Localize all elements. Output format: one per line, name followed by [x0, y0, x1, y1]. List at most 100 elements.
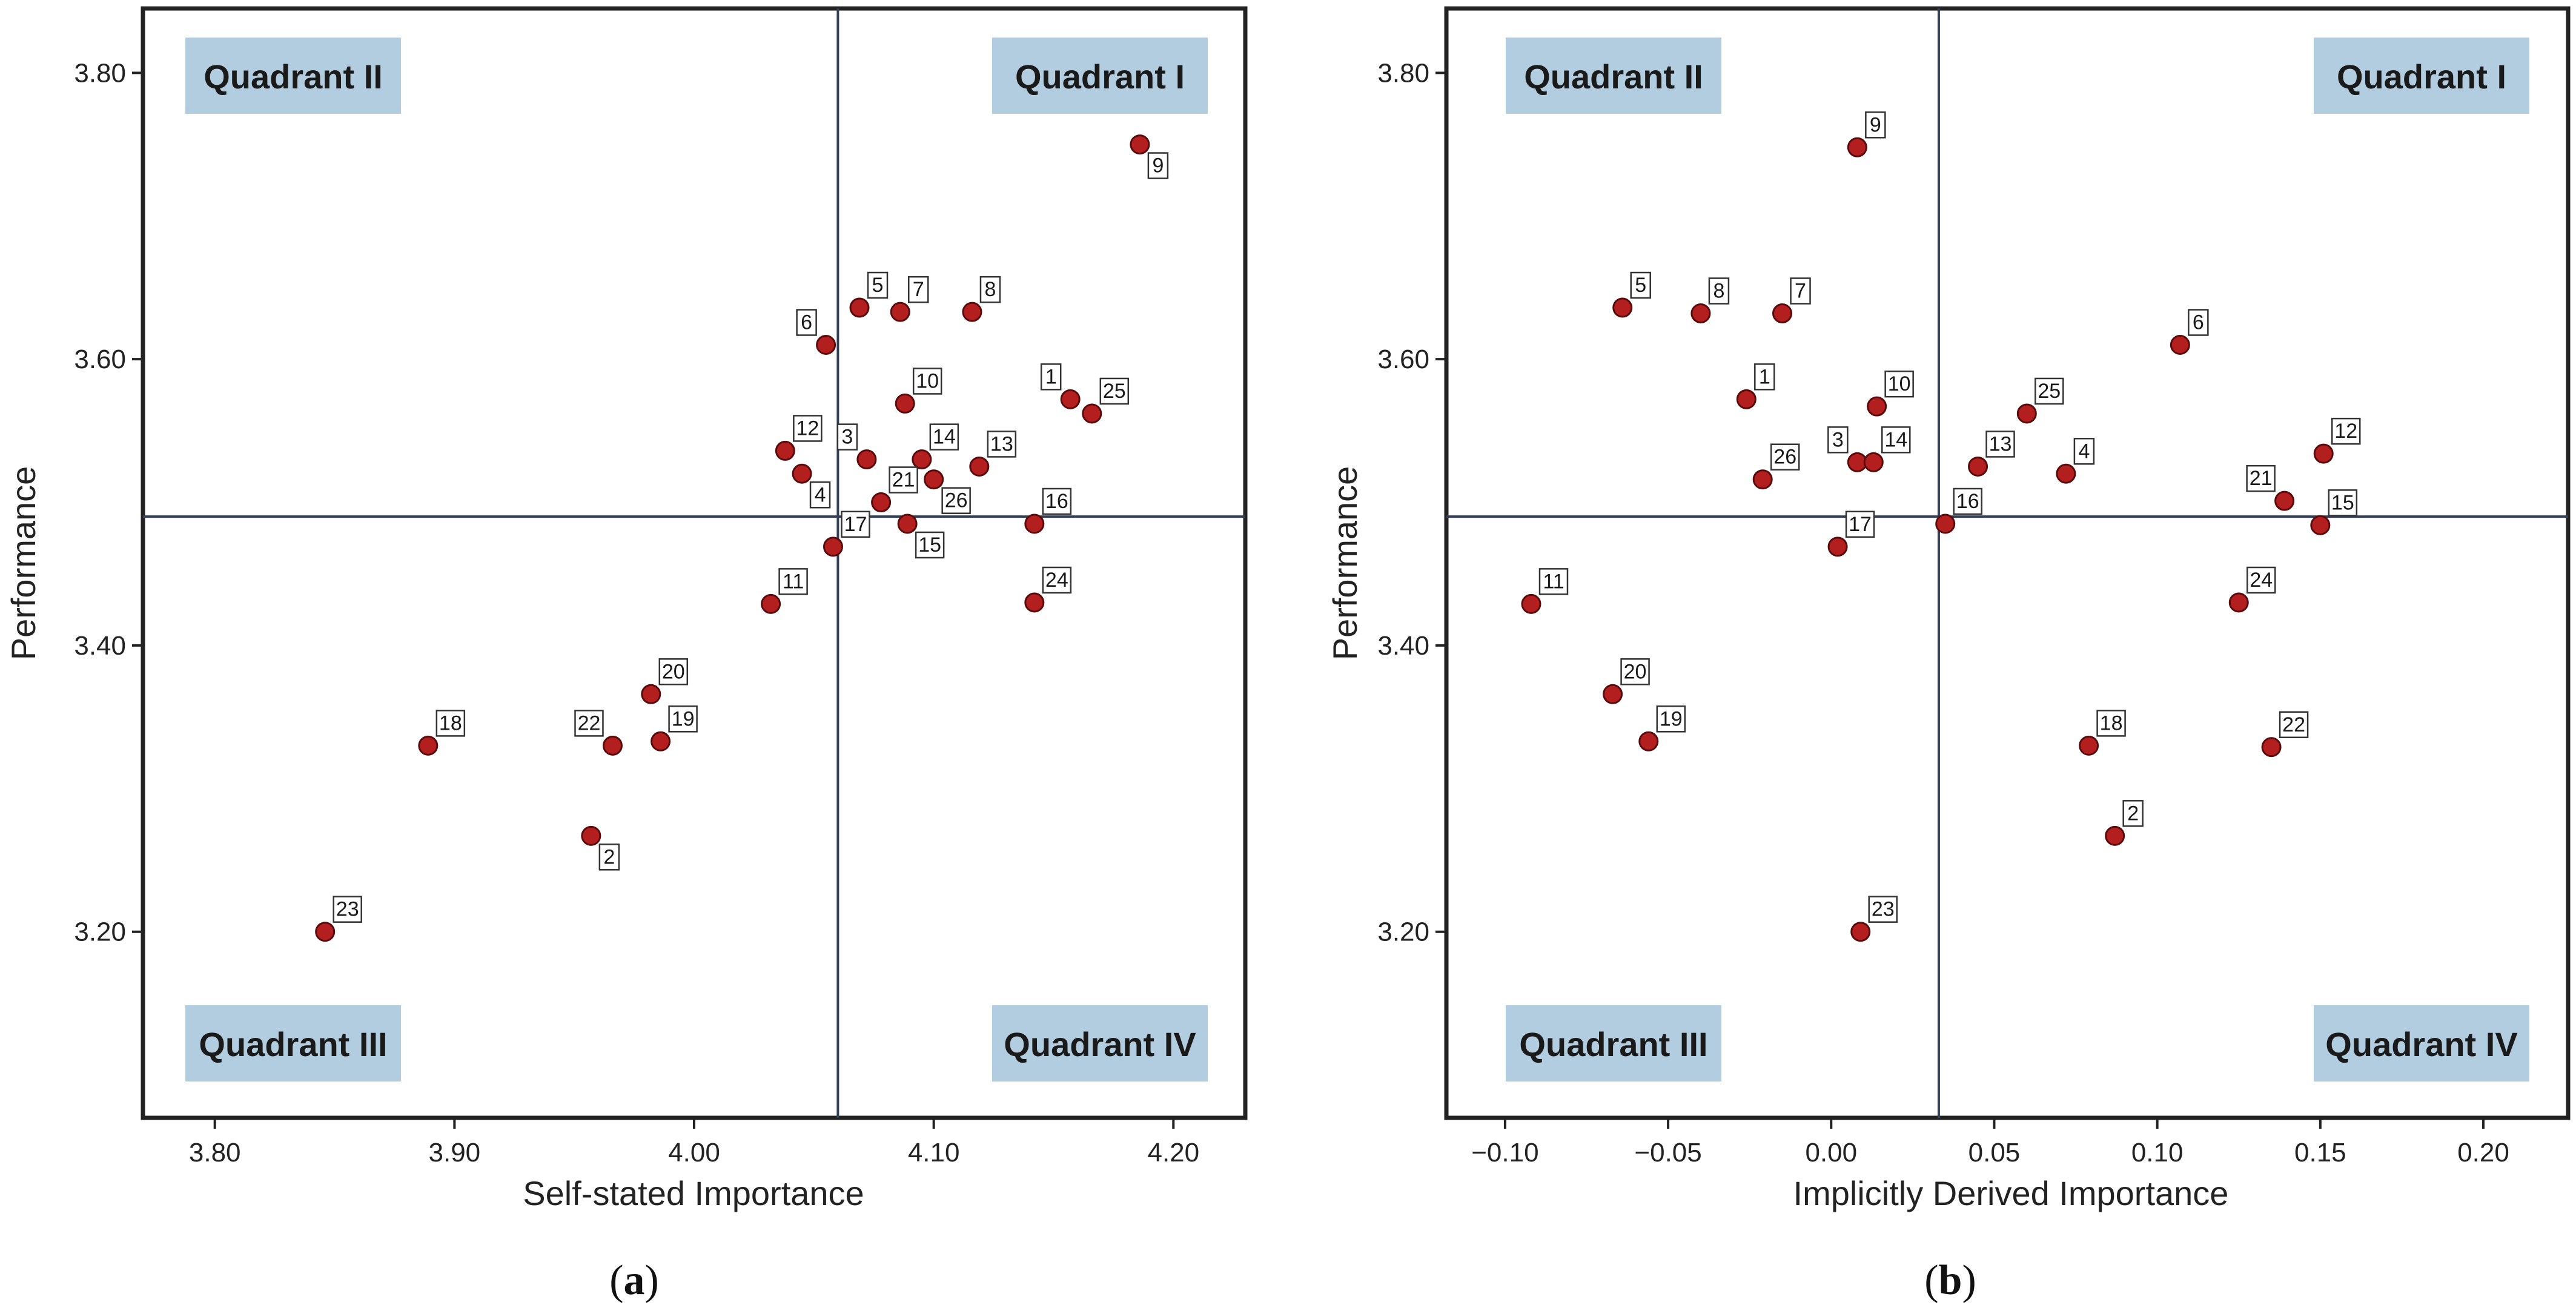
x-tick-label: 0.00 [1805, 1138, 1857, 1167]
point-marker [2170, 335, 2190, 355]
quadrant-box-i-b: Quadrant I [2314, 38, 2529, 114]
point-label: 18 [439, 712, 462, 735]
point-label-box [1865, 111, 1886, 139]
x-tick-label: −0.10 [1471, 1138, 1538, 1167]
point-label: 26 [1773, 446, 1796, 469]
data-point: 9 [1130, 134, 1169, 179]
data-point: 10 [1867, 370, 1914, 417]
point-marker [924, 469, 944, 490]
panel-tag-b: (b) [1924, 1257, 1976, 1304]
data-point: 12 [2313, 417, 2361, 464]
point-label-box [574, 710, 604, 737]
panel-tag-a: (a) [609, 1257, 659, 1304]
point-marker [581, 825, 601, 846]
point-label: 12 [2334, 420, 2357, 443]
point-label: 11 [783, 570, 804, 593]
point-label-box [2279, 711, 2309, 739]
svg-text:(a): (a) [609, 1257, 659, 1304]
quadrant-label-iii-a: Quadrant III [199, 1025, 387, 1063]
point-label: 13 [1989, 432, 2012, 455]
data-point: 6 [2170, 309, 2209, 355]
x-tick-label: 4.00 [668, 1138, 720, 1167]
data-point: 25 [1082, 377, 1130, 424]
point-marker [2105, 825, 2125, 846]
point-label-box [333, 896, 362, 923]
svg-text:(b): (b) [1924, 1257, 1976, 1304]
data-point: 8 [1690, 277, 1730, 324]
point-label: 22 [578, 712, 601, 735]
point-marker [315, 922, 336, 942]
point-marker [895, 393, 915, 414]
point-label-box [809, 481, 831, 509]
x-axis-title-b: Implicitly Derived Importance [1793, 1174, 2229, 1212]
plot-frame-b [1444, 6, 2571, 1120]
quadrant-box-ii-a: Quadrant II [185, 38, 401, 114]
quadrant-box-i-a: Quadrant I [992, 38, 1208, 114]
y-tick-label: 3.20 [74, 917, 126, 947]
point-marker [962, 302, 982, 322]
quadrant-box-iii-a: Quadrant III [185, 1005, 401, 1081]
plot-frame-a [141, 6, 1248, 1120]
data-point: 5 [849, 271, 889, 318]
point-marker [1638, 731, 1659, 751]
data-point: 18 [418, 710, 466, 756]
point-label-box [908, 276, 929, 303]
point-marker [1772, 303, 1793, 324]
data-point: 19 [1638, 705, 1686, 751]
point-marker [1130, 134, 1150, 155]
point-label-box [658, 658, 689, 685]
point-marker [849, 297, 870, 318]
point-label: 13 [990, 432, 1013, 455]
point-label-box [2122, 800, 2144, 827]
data-point: 7 [1772, 277, 1811, 324]
point-label: 15 [2331, 491, 2354, 514]
point-marker [912, 449, 932, 470]
point-label-box [2188, 309, 2209, 336]
x-tick-label: 4.10 [908, 1138, 960, 1167]
data-point: 14 [1863, 426, 1911, 472]
point-label-box [1790, 277, 1811, 305]
point-label-box [668, 705, 698, 733]
point-marker [2228, 592, 2249, 613]
data-point: 21 [871, 466, 918, 513]
panel-b-implicitly-derived-importance: Quadrant II Quadrant I Quadrant III Quad… [1326, 6, 2571, 1304]
point-label: 3 [1832, 428, 1844, 451]
point-marker [2261, 737, 2282, 758]
point-marker [775, 440, 795, 461]
point-marker [651, 731, 671, 751]
point-label: 24 [1045, 569, 1068, 592]
point-marker [890, 302, 910, 322]
point-label-box [941, 487, 971, 514]
point-label-box [2073, 438, 2095, 465]
y-tick-label: 3.20 [1377, 917, 1429, 947]
point-marker [602, 735, 623, 756]
quadrant-label-iv-a: Quadrant IV [1004, 1025, 1196, 1063]
data-point: 25 [2016, 377, 2064, 424]
data-point: 14 [912, 423, 959, 470]
point-label: 19 [672, 707, 695, 730]
point-marker [641, 684, 661, 704]
point-label: 25 [1103, 380, 1126, 403]
data-point: 5 [1612, 271, 1651, 318]
y-tick-label: 3.60 [1377, 345, 1429, 374]
point-label: 9 [1870, 113, 1881, 136]
point-marker [1968, 456, 1988, 477]
y-axis-title-a: Performance [4, 466, 42, 661]
point-label: 22 [2282, 713, 2305, 736]
quadrant-label-iii-b: Quadrant III [1519, 1025, 1707, 1063]
point-label: 2 [2127, 802, 2139, 825]
point-label-box [1985, 431, 2015, 458]
y-axis-a: 3.20 3.40 3.60 3.80 [74, 58, 143, 947]
quadrant-box-iii-b: Quadrant III [1506, 1005, 1721, 1081]
x-tick-label: 0.15 [2294, 1138, 2346, 1167]
panel-tag-letter-a: a [624, 1257, 645, 1304]
point-label-box [1754, 363, 1775, 391]
quadrant-label-ii-b: Quadrant II [1524, 58, 1703, 96]
point-marker [816, 335, 836, 355]
point-marker [1690, 303, 1711, 324]
point-label-box [778, 568, 808, 595]
point-marker [969, 456, 990, 477]
x-tick-label: 0.10 [2131, 1138, 2184, 1167]
panel-a-self-stated-importance: Quadrant II Quadrant I Quadrant III Quad… [4, 6, 1248, 1304]
data-point: 2 [2105, 800, 2144, 846]
